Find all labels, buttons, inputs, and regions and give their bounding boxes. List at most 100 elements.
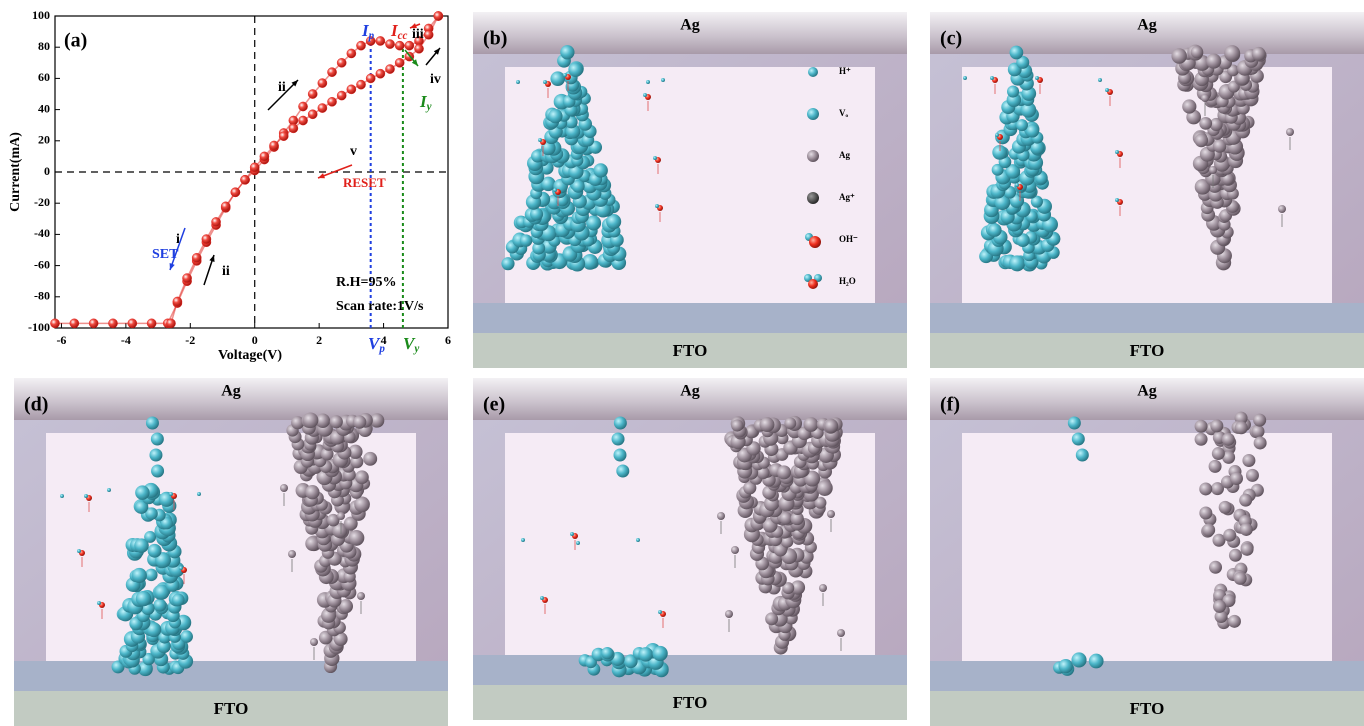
data-point [269, 141, 278, 150]
x-tick-label: -4 [121, 333, 131, 347]
arrow-head [410, 23, 417, 28]
ag-ion [337, 512, 345, 520]
data-point [166, 319, 175, 328]
ag-ion [357, 592, 365, 600]
annotation-text: R.H=95% [336, 275, 396, 290]
data-point [298, 116, 307, 125]
data-point [108, 319, 117, 328]
scene-panel: (b)AgFTOH⁺VₒAgAg⁺OH⁻H₂O [473, 12, 907, 368]
vo-particle [1072, 433, 1085, 446]
panel-label: (d) [24, 394, 48, 416]
data-point [298, 102, 307, 111]
vo-particle [135, 485, 149, 499]
data-point [250, 163, 259, 172]
ag-particle [1213, 600, 1226, 613]
ag-particle [824, 419, 838, 433]
ag-ion [717, 512, 725, 520]
ag-particle [1195, 420, 1208, 433]
data-point [240, 175, 249, 184]
ag-ion [1209, 166, 1217, 174]
data-point [395, 41, 404, 50]
vo-particle [145, 569, 158, 582]
legend-label: Vₒ [839, 108, 848, 118]
h [538, 138, 542, 142]
substrate-label: FTO [673, 341, 708, 360]
legend-label: H⁺ [839, 66, 851, 76]
data-point [182, 273, 191, 282]
x-tick-label: 2 [316, 333, 322, 347]
y-tick-label: -100 [28, 320, 50, 334]
data-point [231, 188, 240, 197]
h-ion [60, 494, 64, 498]
h [995, 133, 999, 137]
ag-particle [1202, 523, 1215, 536]
electrode-label: Ag [680, 17, 700, 34]
vo-particle [548, 109, 562, 123]
legend-icon [808, 279, 818, 289]
vo-particle [1016, 119, 1028, 131]
annotation-sub: p [378, 343, 385, 355]
ag-particle [1223, 529, 1236, 542]
ag-particle [1195, 134, 1209, 148]
annotation: Vy [403, 334, 419, 355]
h-ion [516, 80, 520, 84]
annotation: Icc [390, 21, 408, 42]
annotation: iv [430, 72, 441, 87]
floor [930, 661, 1364, 691]
electrode-label: Ag [680, 383, 700, 400]
vo-particle [151, 433, 164, 446]
ag-particle [1230, 472, 1243, 485]
h [653, 156, 657, 160]
electrode-label: Ag [1137, 17, 1157, 34]
h-ion [197, 492, 201, 496]
annotation-text: v [350, 144, 357, 159]
vo-particle [1076, 449, 1089, 462]
data-point [405, 41, 414, 50]
h-ion [636, 538, 640, 542]
data-point [414, 44, 423, 53]
ag-particle [355, 470, 369, 484]
data-point [395, 58, 404, 67]
ag-particle [303, 412, 319, 428]
legend-icon [807, 150, 819, 162]
ag-particle [363, 452, 377, 466]
data-point [327, 68, 336, 77]
substrate-label: FTO [1130, 699, 1165, 718]
ag-particle [1222, 433, 1235, 446]
data-point [424, 30, 433, 39]
data-point [50, 319, 59, 328]
ag-particle [1206, 54, 1221, 69]
ag-particle [1209, 561, 1222, 574]
ag-ion [731, 546, 739, 554]
ag-particle [817, 480, 833, 496]
y-tick-label: 40 [38, 101, 50, 115]
arrow-head [170, 263, 175, 270]
vo-particle [560, 45, 574, 59]
annotation-text: ii [222, 264, 230, 279]
annotation-sub: p [368, 30, 375, 42]
ag-ion [1278, 205, 1286, 213]
figure: -6-4-20246-100-80-60-40-20020406080100Vo… [0, 0, 1364, 726]
data-point [337, 58, 346, 67]
floor [473, 303, 907, 333]
floor [14, 661, 448, 691]
data-point [308, 110, 317, 119]
annotation-sub: cc [398, 30, 408, 42]
ag-particle [1241, 543, 1254, 556]
ag-ion [1286, 128, 1294, 136]
legend-label: Ag⁺ [839, 192, 855, 202]
annotation-text: Scan rate:1V/s [336, 299, 424, 314]
ag-particle [1254, 436, 1267, 449]
vo-particle [601, 647, 613, 659]
h-ion [963, 76, 967, 80]
y-tick-label: 20 [38, 133, 50, 147]
annotation: R.H=95% [336, 275, 396, 290]
vo-particle [136, 591, 151, 606]
legend-icon [808, 67, 818, 77]
vo-particle [153, 599, 166, 612]
ag-particle [1195, 433, 1208, 446]
data-point [337, 91, 346, 100]
ag-particle [760, 417, 775, 432]
vo-particle [988, 223, 1001, 236]
